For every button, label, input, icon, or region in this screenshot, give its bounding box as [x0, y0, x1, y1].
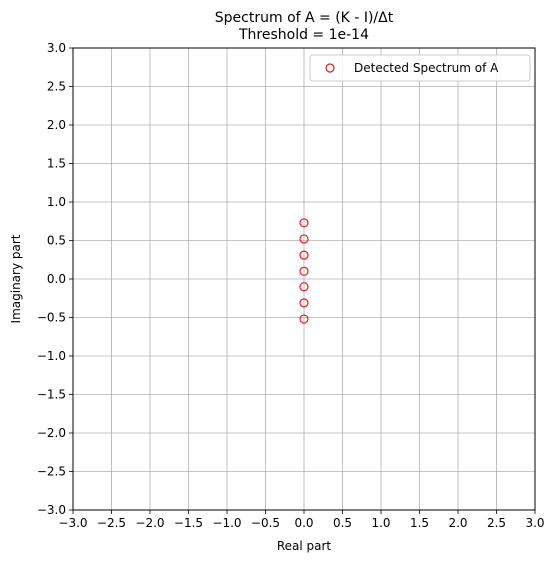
- legend-box: [309, 54, 531, 82]
- y-tick-label: 0.0: [47, 272, 66, 286]
- x-tick-label: 0.0: [294, 516, 313, 530]
- y-tick-label: −2.0: [37, 426, 66, 440]
- y-tick-label: 1.0: [47, 195, 66, 209]
- chart-title: Spectrum of A = (K - I)/Δt: [215, 10, 394, 26]
- y-tick-label: 2.0: [47, 118, 66, 132]
- data-point: [299, 298, 309, 308]
- x-tick-label: 3.0: [525, 516, 544, 530]
- y-axis-label: Imaginary part: [9, 234, 23, 323]
- legend-marker: [325, 63, 335, 73]
- y-tick-label: −1.0: [37, 349, 66, 363]
- y-tick-label: 0.5: [47, 234, 66, 248]
- x-tick-label: 1.0: [371, 516, 390, 530]
- x-tick-label: −3.0: [58, 516, 87, 530]
- x-tick-label: −0.5: [251, 516, 280, 530]
- data-point: [299, 282, 309, 292]
- y-tick-label: 1.5: [47, 157, 66, 171]
- x-tick-label: 2.5: [487, 516, 506, 530]
- chart-subtitle: Threshold = 1e-14: [238, 27, 369, 43]
- x-tick-label: −1.5: [174, 516, 203, 530]
- y-tick-label: −1.5: [37, 388, 66, 402]
- x-tick-label: 2.0: [448, 516, 467, 530]
- legend: Detected Spectrum of A: [309, 54, 531, 82]
- data-point: [299, 266, 309, 276]
- x-tick-label: 1.5: [410, 516, 429, 530]
- x-tick-label: −2.5: [97, 516, 126, 530]
- data-point: [299, 250, 309, 260]
- x-tick-label: −2.0: [135, 516, 164, 530]
- x-tick-label: 0.5: [333, 516, 352, 530]
- y-tick-label: −3.0: [37, 503, 66, 517]
- data-point: [299, 314, 309, 324]
- y-tick-label: 2.5: [47, 80, 66, 94]
- scatter-points: [299, 218, 309, 324]
- x-axis-label: Real part: [277, 539, 332, 553]
- data-point: [299, 218, 309, 228]
- y-axis-ticks: −3.0 −2.5 −2.0 −1.5 −1.0 −0.5 0.0 0.5 1.0 1.5 2.0 2…: [37, 41, 73, 517]
- grid-lines: [72, 47, 536, 511]
- x-axis-ticks: −3.0 −2.5 −2.0 −1.5 −1.0 −0.5 0.0 0.5 1.0 1.5 2.0 2…: [58, 510, 545, 530]
- y-tick-label: 3.0: [47, 41, 66, 55]
- data-point: [299, 234, 309, 244]
- legend-label: Detected Spectrum of A: [354, 61, 499, 75]
- x-tick-label: −1.0: [212, 516, 241, 530]
- y-tick-label: −2.5: [37, 465, 66, 479]
- y-tick-label: −0.5: [37, 311, 66, 325]
